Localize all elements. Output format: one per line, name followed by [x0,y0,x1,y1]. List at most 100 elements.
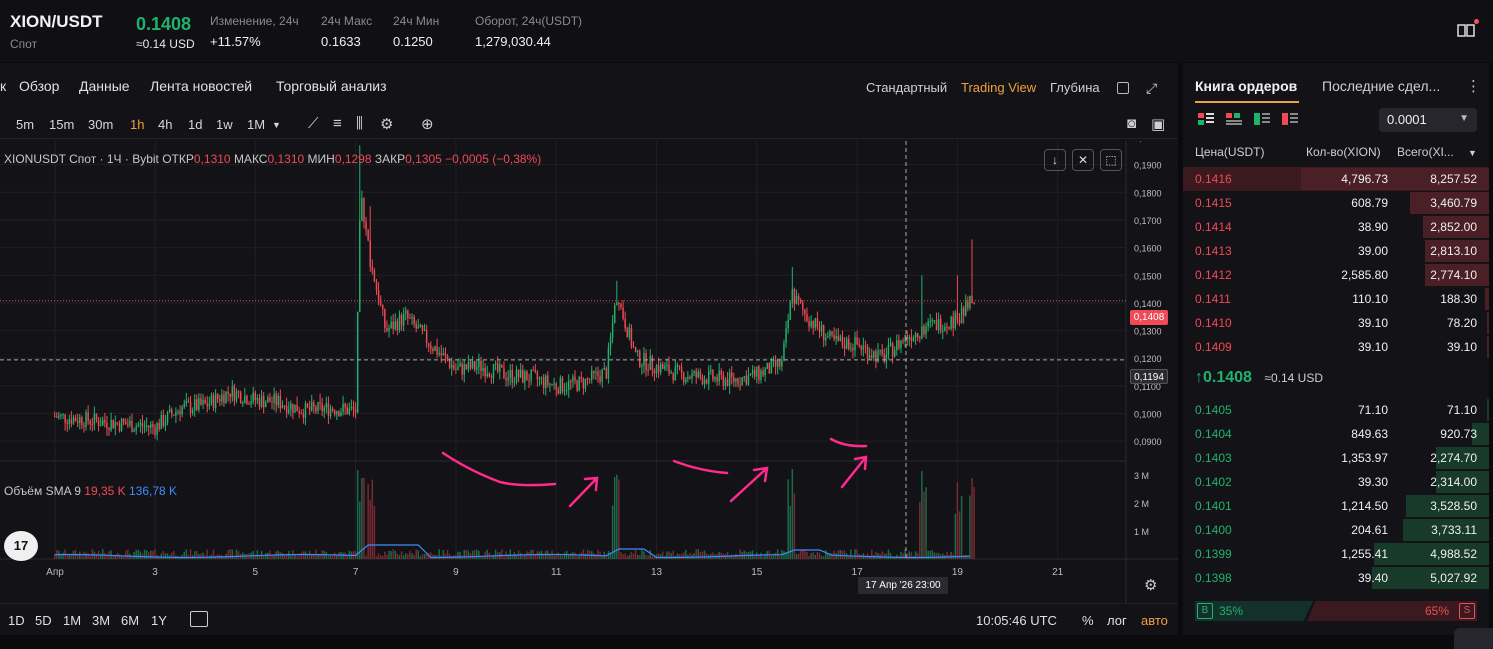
book-both-icon[interactable] [1198,113,1214,126]
bid-row[interactable]: 0.1398 39.40 5,027.92 [1183,566,1489,590]
bid-row[interactable]: 0.1401 1,214.50 3,528.50 [1183,494,1489,518]
volume-bar [193,551,196,559]
ask-row[interactable]: 0.1415 608.79 3,460.79 [1183,191,1489,215]
tf-1M[interactable]: 1M [247,117,266,132]
candle-body [557,389,560,394]
bid-row[interactable]: 0.1405 71.10 71.10 [1183,398,1489,422]
depth-checkbox[interactable] [1117,82,1129,94]
range-5d[interactable]: 5D [35,613,52,628]
volume-bar [657,553,660,559]
candle-body [285,405,288,413]
volume-bar [267,552,269,559]
drawing-tools-icon[interactable]: ≡ [333,115,342,132]
tf-30m[interactable]: 30m [88,117,114,132]
candle-body [415,323,417,329]
volume-bar [678,554,681,559]
tab-recent-trades[interactable]: Последние сдел... [1322,78,1441,94]
clock-utc[interactable]: 10:05:46 UTC [976,613,1057,628]
price-axis-label: 0,1900 [1134,161,1162,171]
tf-4h[interactable]: 4h [158,117,173,132]
tf-5m[interactable]: 5m [16,117,35,132]
more-icon[interactable]: ⋮ [1466,78,1481,95]
candle-body [273,394,275,403]
book-asks-icon[interactable] [1282,113,1298,126]
candle-body [670,372,672,374]
tf-1d[interactable]: 1d [188,117,203,132]
candle-body [179,411,181,415]
volume-bar [595,554,597,559]
tradingview-logo[interactable]: 17 [4,531,38,561]
scroll-down-button[interactable]: ↓ [1044,149,1066,171]
tab-analysis[interactable]: Торговый анализ [276,78,387,94]
volume-bar [400,551,403,559]
pair-title[interactable]: XION/USDT [10,12,103,31]
volume-bar [649,550,651,559]
bid-row[interactable]: 0.1403 1,353.97 2,274.70 [1183,446,1489,470]
ask-row[interactable]: 0.1411 110.10 188.30 [1183,287,1489,311]
header-total[interactable]: Всего(XI... [1397,145,1454,159]
candle-body [839,336,842,341]
bid-row[interactable]: 0.1399 1,255.41 4,988.52 [1183,542,1489,566]
bid-row[interactable]: 0.1402 39.30 2,314.00 [1183,470,1489,494]
candle-body [411,316,413,318]
ask-row[interactable]: 0.1412 2,585.80 2,774.10 [1183,263,1489,287]
ask-row[interactable]: 0.1410 39.10 78.20 [1183,311,1489,335]
ask-row[interactable]: 0.1413 39.00 2,813.10 [1183,239,1489,263]
tf-1w[interactable]: 1w [216,117,233,132]
auto-toggle[interactable]: авто [1141,613,1168,628]
total-unit-dropdown-icon[interactable]: ▼ [1468,148,1477,158]
view-standard[interactable]: Стандартный [866,80,948,95]
view-tradingview[interactable]: Trading View [961,80,1037,95]
candle-body [89,420,91,425]
fullscreen-icon[interactable]: ▣ [1151,116,1166,133]
collapse-button[interactable]: ✕ [1072,149,1094,171]
candle-body [453,364,455,369]
ask-row[interactable]: 0.1409 39.10 39.10 [1183,335,1489,359]
tf-1h[interactable]: 1h [130,117,145,132]
ask-row[interactable]: 0.1414 38.90 2,852.00 [1183,215,1489,239]
floating-widget[interactable] [1454,628,1493,649]
add-icon[interactable]: ⊕ [421,116,434,133]
tf-15m[interactable]: 15m [49,117,75,132]
precision-select[interactable]: 0.0001 ▼ [1379,108,1477,132]
volume-bar [628,554,631,559]
settings-icon[interactable]: ⚙ [380,116,394,133]
indicators-icon[interactable]: ⟋ [308,115,319,132]
depth-bar [1485,288,1489,310]
bid-row[interactable]: 0.1404 849.63 920.73 [1183,422,1489,446]
book-icon[interactable] [1457,19,1479,39]
tab-order-book[interactable]: Книга ордеров [1195,78,1298,94]
volume-bar [860,554,863,559]
bid-row[interactable]: 0.1400 204.61 3,733.11 [1183,518,1489,542]
volume-sma-line [54,544,970,559]
percent-toggle[interactable]: % [1082,613,1094,628]
volume-bar [233,555,236,559]
tab-news[interactable]: Лента новостей [150,78,253,94]
ask-row[interactable]: 0.1416 4,796.73 8,257.52 [1183,167,1489,191]
book-split-icon[interactable] [1226,113,1242,126]
chart-settings-icon[interactable]: ⚙ [1144,577,1158,594]
calendar-icon[interactable] [190,611,208,627]
expand-icon[interactable]: ⤢ [1146,80,1158,96]
tab-partial[interactable]: к [0,78,7,94]
candle-type-icon[interactable]: ⫼ [356,115,363,132]
range-1y[interactable]: 1Y [151,613,167,628]
camera-icon[interactable]: ◙ [1127,115,1137,132]
tf-dropdown-icon[interactable]: ▼ [272,120,281,130]
candle-body [83,425,85,428]
maximize-button[interactable]: ⬚ [1100,149,1122,171]
candle-body [559,377,562,394]
log-toggle[interactable]: лог [1107,613,1127,628]
candle-body [563,390,566,392]
book-bids-icon[interactable] [1254,113,1270,126]
candle-body [428,343,430,346]
range-6m[interactable]: 6M [121,613,140,628]
range-1d[interactable]: 1D [8,613,25,628]
range-3m[interactable]: 3M [92,613,111,628]
range-1m[interactable]: 1M [63,613,82,628]
candle-body [653,370,656,374]
tab-data[interactable]: Данные [79,78,130,94]
view-depth[interactable]: Глубина [1050,80,1100,95]
tab-overview[interactable]: Обзор [19,78,60,94]
